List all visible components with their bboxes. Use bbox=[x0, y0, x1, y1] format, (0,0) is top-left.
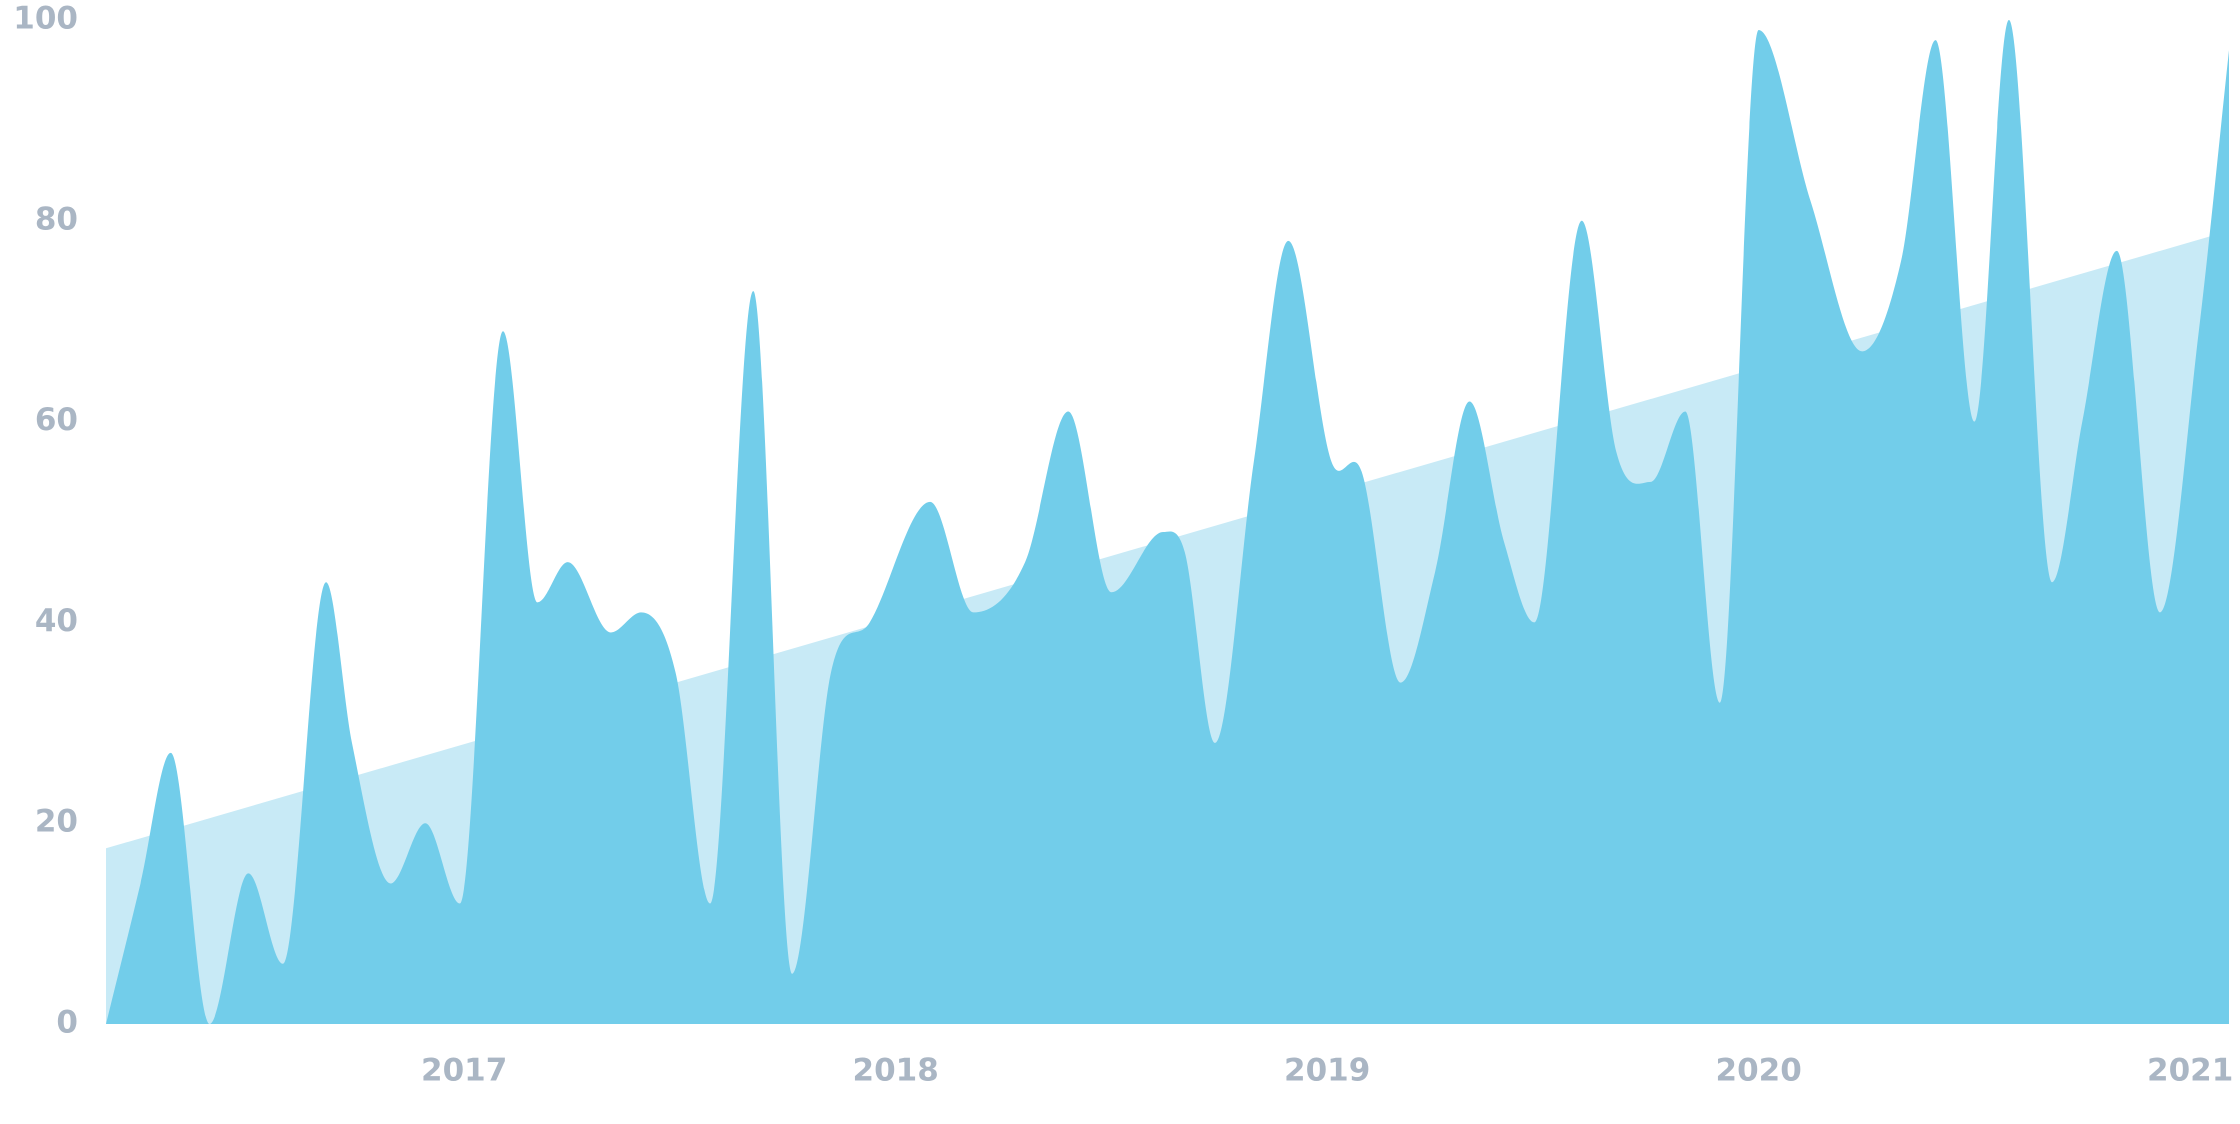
x-tick-label: 2019 bbox=[1284, 1053, 1370, 1089]
y-tick-label: 60 bbox=[35, 402, 78, 438]
y-tick-label: 80 bbox=[35, 201, 78, 237]
y-tick-label: 40 bbox=[35, 603, 78, 639]
x-tick-label: 2018 bbox=[853, 1053, 939, 1089]
y-tick-label: 100 bbox=[13, 1, 78, 37]
x-tick-label: 2021 bbox=[2147, 1053, 2233, 1089]
area bbox=[106, 20, 2229, 1024]
x-tick-label: 2020 bbox=[1716, 1053, 1802, 1089]
x-tick-label: 2017 bbox=[421, 1053, 507, 1089]
y-tick-label: 0 bbox=[56, 1005, 78, 1041]
y-tick-label: 20 bbox=[35, 804, 78, 840]
